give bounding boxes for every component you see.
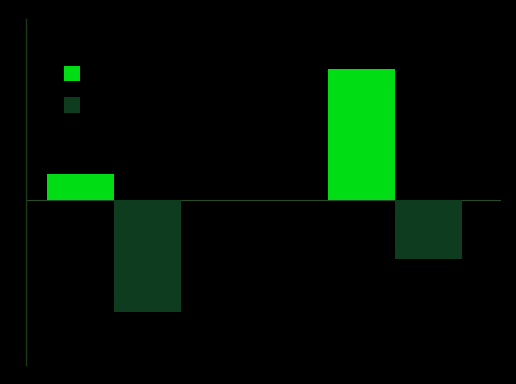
Bar xyxy=(395,200,462,260)
Bar xyxy=(114,200,181,312)
Bar xyxy=(47,174,114,200)
FancyBboxPatch shape xyxy=(64,66,80,81)
Bar xyxy=(328,69,395,200)
FancyBboxPatch shape xyxy=(64,97,80,113)
